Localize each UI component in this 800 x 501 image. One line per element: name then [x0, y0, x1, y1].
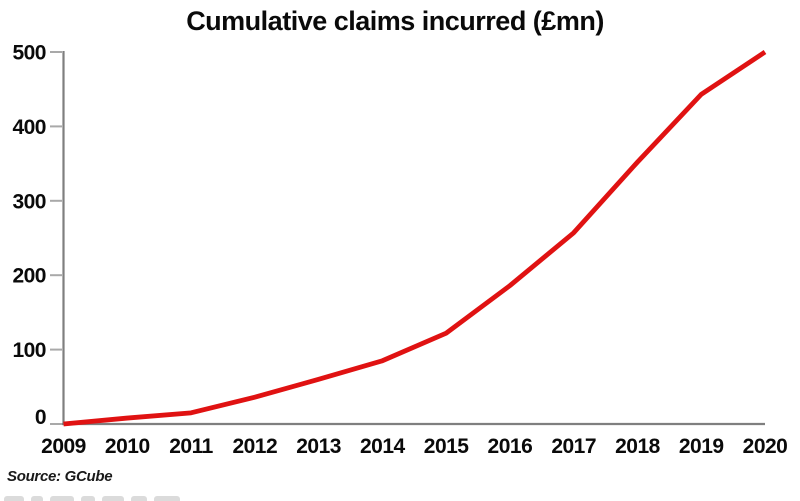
cropped-text-fragment	[102, 496, 124, 501]
x-tick-label: 2019	[679, 435, 724, 458]
cropped-text-fragment	[154, 496, 180, 501]
cropped-text-fragment	[50, 496, 74, 501]
y-tick-label: 0	[35, 406, 46, 429]
x-tick-label: 2018	[615, 435, 661, 458]
cropped-text-fragment	[4, 496, 24, 501]
x-tick-label: 2015	[424, 435, 470, 458]
claims-line	[63, 50, 767, 427]
x-tick-label: 2010	[105, 435, 150, 458]
chart-title: Cumulative claims incurred (£mn)	[186, 6, 604, 36]
x-tick-label: 2017	[551, 435, 596, 458]
x-tick-label: 2013	[296, 435, 341, 458]
x-tick-label: 2016	[488, 435, 533, 458]
y-tick-label: 200	[12, 265, 46, 288]
cropped-text-fragment	[131, 496, 147, 501]
y-tick-label: 500	[12, 42, 46, 65]
y-tick-label: 400	[12, 116, 46, 139]
cropped-bottom-text	[4, 496, 304, 501]
x-tick-label: 2020	[743, 435, 788, 458]
y-tick-label: 100	[12, 339, 46, 362]
x-tick-label: 2009	[41, 435, 86, 458]
y-tick-label: 300	[12, 190, 46, 213]
x-tick-label: 2011	[169, 435, 213, 458]
x-tick-label: 2014	[360, 435, 406, 458]
cropped-text-fragment	[81, 496, 95, 501]
source-note: Source: GCube	[7, 468, 113, 485]
cropped-text-fragment	[31, 496, 43, 501]
x-tick-label: 2012	[232, 435, 277, 458]
